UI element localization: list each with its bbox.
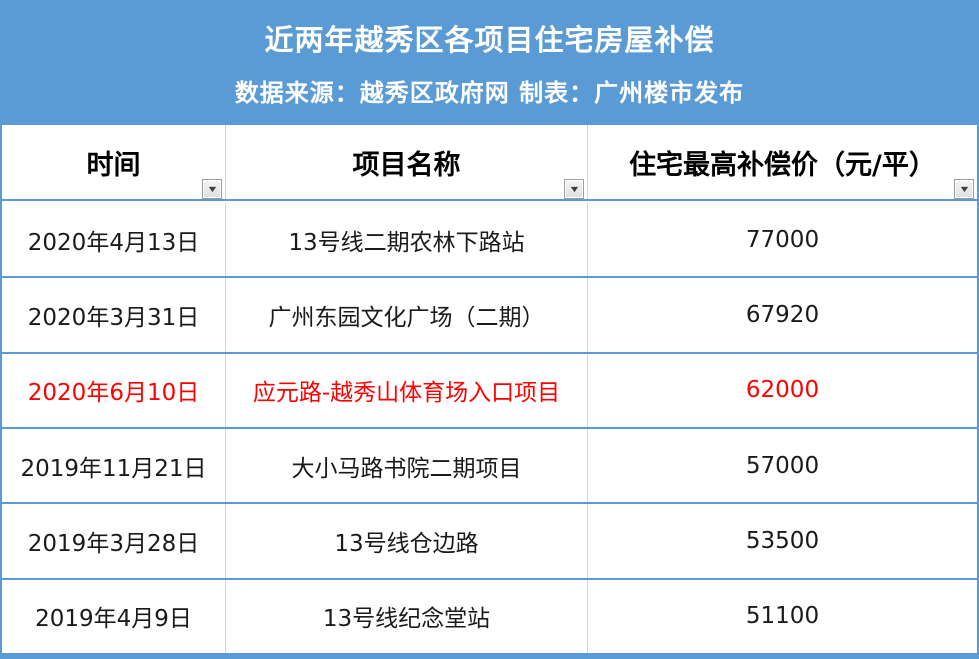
cell-date: 2019年11月21日 bbox=[2, 428, 226, 503]
column-header-time: 时间 ▼ bbox=[2, 125, 226, 199]
column-header-label: 项目名称 bbox=[352, 149, 461, 181]
cell-project: 13号线仓边路 bbox=[226, 504, 588, 578]
table-row: 2019年3月28日 13号线仓边路 53500 bbox=[2, 504, 977, 580]
cell-price: 77000 bbox=[745, 226, 820, 253]
filter-button-project[interactable]: ▼ bbox=[564, 179, 584, 199]
filter-button-time[interactable]: ▼ bbox=[202, 179, 222, 199]
column-header-project: 项目名称 ▼ bbox=[226, 125, 588, 199]
cell-date: 2019年4月9日 bbox=[2, 579, 226, 653]
cell-project: 13号线纪念堂站 bbox=[226, 579, 588, 653]
filter-button-price[interactable]: ▼ bbox=[954, 179, 974, 199]
cell-date: 2020年3月31日 bbox=[2, 278, 226, 352]
chevron-down-icon: ▼ bbox=[957, 183, 971, 194]
cell-project: 大小马路书院二期项目 bbox=[226, 428, 588, 503]
cell-price: 62000 bbox=[745, 377, 820, 404]
table-body: 2020年4月13日 13号线二期农林下路站 77000 2020年3月31日 … bbox=[2, 203, 977, 653]
cell-price: 53500 bbox=[745, 527, 820, 554]
cell-price: 57000 bbox=[745, 452, 820, 479]
compensation-table: 时间 ▼ 项目名称 ▼ 住宅最高补偿价（元/平） ▼ 2020年4月13日 bbox=[0, 125, 979, 659]
banner: 近两年越秀区各项目住宅房屋补偿 数据来源：越秀区政府网 制表：广州楼市发布 bbox=[0, 0, 979, 125]
cell-price: 67920 bbox=[745, 301, 820, 328]
table-row: 2019年4月9日 13号线纪念堂站 51100 bbox=[2, 579, 977, 653]
cell-project: 广州东园文化广场（二期） bbox=[226, 278, 588, 352]
table-row: 2020年3月31日 广州东园文化广场（二期） 67920 bbox=[2, 278, 977, 354]
chevron-down-icon: ▼ bbox=[567, 183, 581, 194]
cell-date: 2019年3月28日 bbox=[2, 504, 226, 578]
table-row: 2019年11月21日 大小马路书院二期项目 57000 bbox=[2, 428, 977, 505]
cell-project: 13号线二期农林下路站 bbox=[226, 203, 588, 277]
column-header-price: 住宅最高补偿价（元/平） ▼ bbox=[588, 125, 977, 199]
cell-date: 2020年4月13日 bbox=[2, 203, 226, 277]
table-row: 2020年6月10日 应元路-越秀山体育场入口项目 62000 bbox=[2, 353, 977, 429]
cell-project: 应元路-越秀山体育场入口项目 bbox=[226, 353, 588, 427]
column-header-label: 时间 bbox=[86, 149, 141, 181]
table-row: 2020年4月13日 13号线二期农林下路站 77000 bbox=[2, 203, 977, 279]
bottom-border-strip bbox=[0, 653, 979, 659]
page-title: 近两年越秀区各项目住宅房屋补偿 bbox=[264, 23, 715, 57]
chevron-down-icon: ▼ bbox=[205, 183, 219, 194]
cell-date: 2020年6月10日 bbox=[2, 353, 226, 427]
table-header-row: 时间 ▼ 项目名称 ▼ 住宅最高补偿价（元/平） ▼ bbox=[2, 125, 977, 201]
column-header-label: 住宅最高补偿价（元/平） bbox=[629, 149, 936, 181]
page-subtitle: 数据来源：越秀区政府网 制表：广州楼市发布 bbox=[234, 79, 745, 107]
cell-price: 51100 bbox=[745, 603, 820, 630]
